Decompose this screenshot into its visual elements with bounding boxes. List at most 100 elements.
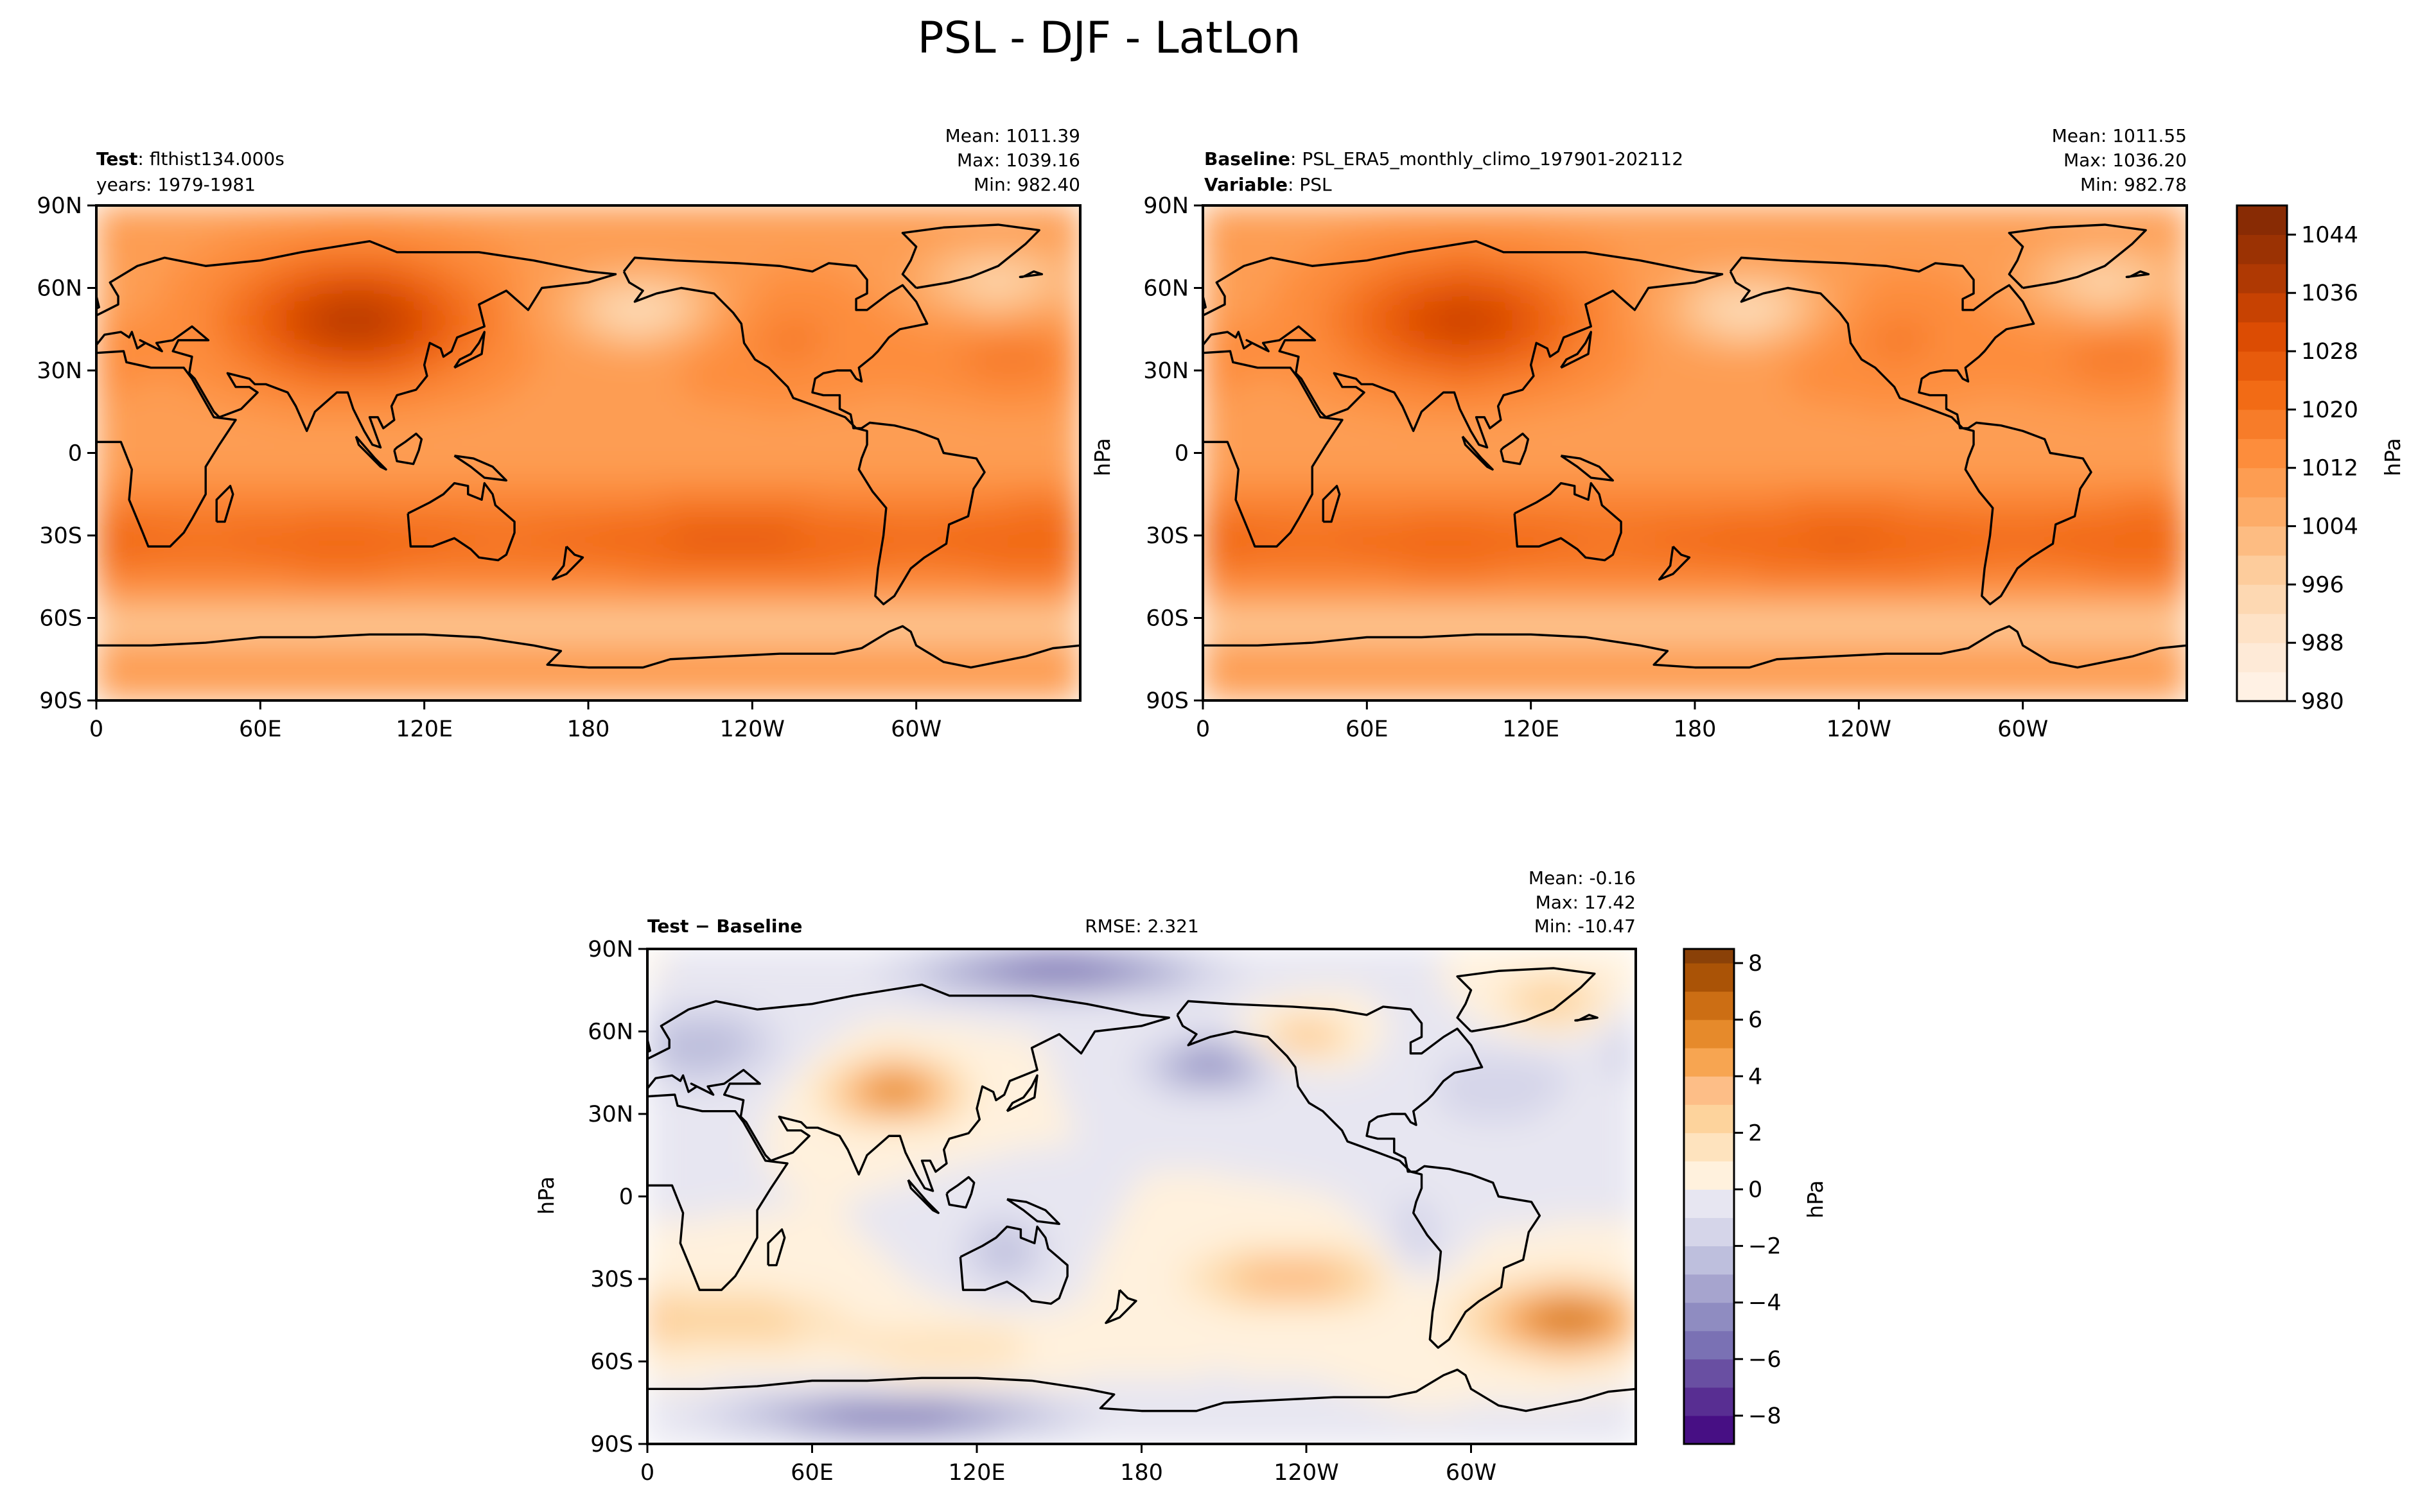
colorbar-band <box>2237 439 2287 469</box>
diff-stat-mean: Mean: -0.16 <box>1529 867 1636 889</box>
diff-map <box>647 949 1636 1444</box>
colorbar-band <box>2237 584 2287 614</box>
colorbar-tick-label: 4 <box>1748 1064 1762 1090</box>
colorbar-band <box>2237 234 2287 265</box>
y-tick-label: 30N <box>588 1102 633 1127</box>
y-tick-label: 90N <box>37 193 82 219</box>
baseline-field <box>1203 205 2187 700</box>
baseline-stat-min: Min: 982.78 <box>2080 174 2187 195</box>
colorbar-band <box>1684 1217 1734 1247</box>
colorbar-band <box>2237 322 2287 352</box>
colorbar-tick-label: 996 <box>2301 572 2344 598</box>
colorbar-band <box>2237 351 2287 381</box>
baseline-title-bold: Baseline <box>1204 148 1290 169</box>
test-stat-min: Min: 982.40 <box>974 174 1080 195</box>
x-tick-label: 60E <box>791 1460 834 1486</box>
baseline-variable-rest: : PSL <box>1288 174 1332 195</box>
x-tick-label: 60E <box>1345 717 1389 742</box>
colorbar-tick-label: 1044 <box>2301 222 2358 248</box>
colorbar-band <box>1684 991 1734 1020</box>
y-tick-label: 60N <box>1143 276 1189 302</box>
x-tick-label: 180 <box>1674 717 1717 742</box>
diff-coastlines <box>647 967 1636 1444</box>
colorbar-tick-label: 2 <box>1748 1120 1762 1146</box>
test-years: years: 1979-1981 <box>96 174 256 195</box>
colorbar-band <box>1684 1104 1734 1133</box>
y-tick-label: 90S <box>590 1432 633 1457</box>
test-stat-mean: Mean: 1011.39 <box>945 125 1080 146</box>
baseline-stat-mean: Mean: 1011.55 <box>2052 125 2187 146</box>
y-tick-label: 90N <box>588 937 633 962</box>
colorbar-tick-label: 0 <box>1748 1177 1762 1203</box>
colorbar-band <box>2237 380 2287 410</box>
y-tick-label: 60S <box>590 1350 633 1375</box>
baseline-coastlines <box>1203 223 2187 700</box>
colorbar-tick-label: −8 <box>1748 1403 1782 1429</box>
diff-stat-min: Min: -10.47 <box>1534 916 1636 937</box>
colorbar-band <box>1684 1133 1734 1161</box>
colorbar-band <box>2237 555 2287 585</box>
test-map <box>96 205 1080 700</box>
x-tick-label: 180 <box>567 717 610 742</box>
colorbar-band <box>1684 1359 1734 1388</box>
colorbar-band <box>2237 497 2287 527</box>
baseline-ylabel: hPa <box>1090 438 1115 476</box>
baseline-title-rest: : PSL_ERA5_monthly_climo_197901-202112 <box>1290 148 1683 169</box>
x-tick-label: 60W <box>1446 1460 1496 1486</box>
colorbar-band <box>1684 1020 1734 1048</box>
x-tick-label: 60E <box>239 717 282 742</box>
x-tick-label: 120W <box>1274 1460 1338 1486</box>
y-tick-label: 60S <box>1146 606 1189 632</box>
diff-title-bold: Test <box>647 916 688 937</box>
colorbar-band <box>1684 1161 1734 1190</box>
diff-rmse: RMSE: 2.321 <box>1085 916 1199 937</box>
x-tick-label: 60W <box>1997 717 2048 742</box>
colorbar-band <box>2237 643 2287 673</box>
y-tick-label: 0 <box>1175 441 1189 467</box>
colorbar-band <box>2237 409 2287 439</box>
y-tick-label: 30N <box>37 358 82 384</box>
colorbar-frame <box>1683 948 1735 1445</box>
psl-colorbar: 980 988 996 1004 1012 1020 1028 1036 1044 <box>2236 204 2358 715</box>
diff-field <box>647 949 1636 1444</box>
test-stat-max: Max: 1039.16 <box>957 150 1080 171</box>
test-panel-title: Test: flthist134.000s <box>96 148 285 169</box>
x-tick-label: 60W <box>891 717 942 742</box>
colorbar-tick-label: −4 <box>1748 1290 1782 1316</box>
colorbar-tick-label: 8 <box>1748 951 1762 977</box>
y-tick-label: 30S <box>39 523 82 549</box>
colorbar-band <box>1684 963 1734 992</box>
colorbar-band <box>1684 1189 1734 1219</box>
colorbar-band <box>1684 949 1734 964</box>
x-tick-label: 0 <box>640 1460 654 1486</box>
colorbar-band <box>1684 1274 1734 1303</box>
colorbar-tick-label: 1020 <box>2301 397 2358 423</box>
x-tick-label: 180 <box>1120 1460 1163 1486</box>
x-tick-label: 120E <box>1502 717 1559 742</box>
diff-title-rest: − Baseline <box>688 916 802 937</box>
y-tick-label: 0 <box>68 441 82 467</box>
diff-panel: Test − Baseline RMSE: 2.321 Mean: -0.16 … <box>534 867 1637 1486</box>
y-tick-label: 60N <box>37 276 82 302</box>
test-field <box>96 205 1080 700</box>
colorbar-tick-label: 1036 <box>2301 281 2358 306</box>
colorbar-band <box>2237 263 2287 293</box>
y-tick-label: 90S <box>1146 688 1189 714</box>
diff-colorbar-label: hPa <box>1803 1180 1828 1219</box>
colorbar-band <box>2237 293 2287 323</box>
y-tick-label: 90S <box>39 688 82 714</box>
x-tick-label: 0 <box>1196 717 1210 742</box>
colorbar-band <box>2237 467 2287 498</box>
test-axis-ticks: 0 60E 120E 180 120W 60W 90N 60N 30N 0 30S 60S 90S <box>37 193 942 742</box>
colorbar-band <box>1684 1076 1734 1105</box>
baseline-panel: Baseline: PSL_ERA5_monthly_climo_197901-… <box>1090 125 2188 742</box>
psl-colorbar-label: hPa <box>2380 438 2405 476</box>
colorbar-tick-label: 1012 <box>2301 456 2358 482</box>
diff-colorbar: −8 −6 −4 −2 0 2 4 6 8 <box>1683 948 1782 1445</box>
diff-axis-ticks: 0 60E 120E 180 120W 60W 90N 60N 30N 0 30S 60S 90S <box>588 937 1496 1486</box>
figure-title: PSL - DJF - LatLon <box>918 13 1301 64</box>
colorbar-band <box>1684 1048 1734 1077</box>
colorbar-band <box>1684 1246 1734 1275</box>
test-coastlines <box>96 223 1080 700</box>
